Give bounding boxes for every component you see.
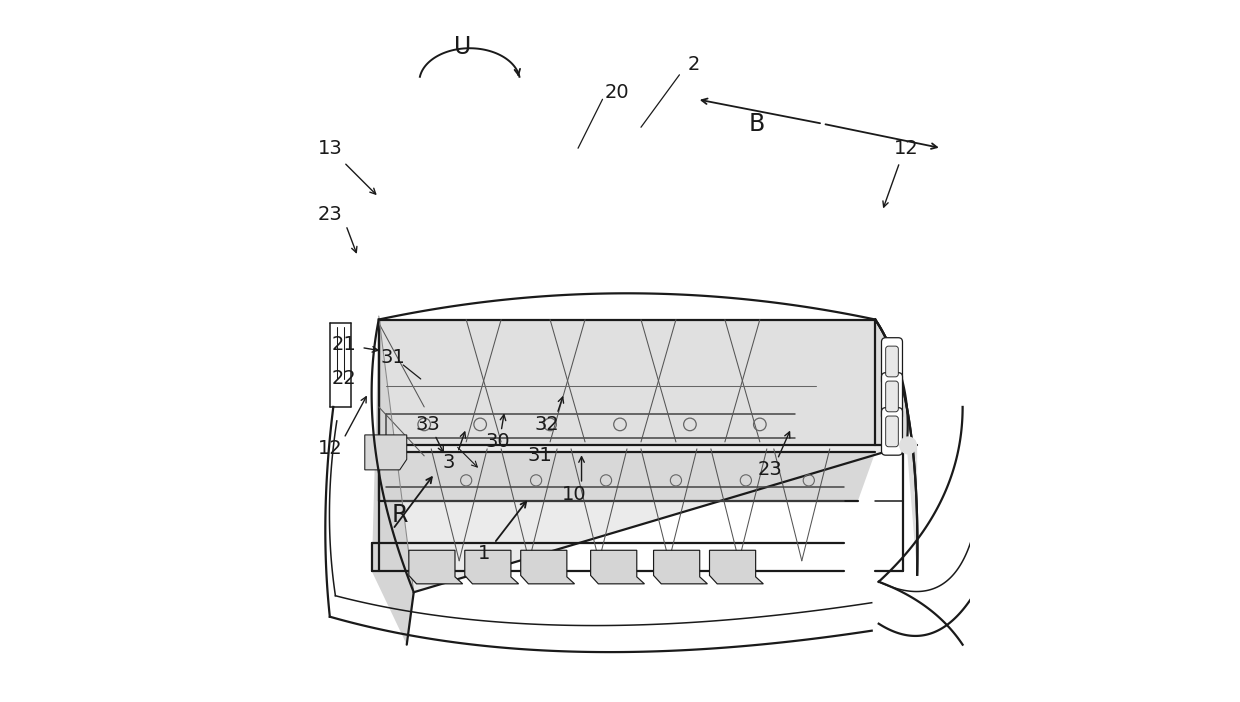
FancyBboxPatch shape [885, 416, 898, 446]
Polygon shape [365, 435, 407, 470]
Polygon shape [653, 550, 707, 584]
Text: 31: 31 [527, 446, 552, 465]
Polygon shape [378, 452, 875, 501]
Text: 13: 13 [317, 139, 342, 158]
Polygon shape [372, 319, 414, 644]
Text: R: R [392, 503, 408, 527]
Polygon shape [709, 550, 764, 584]
Polygon shape [465, 550, 518, 584]
Text: 23: 23 [317, 205, 342, 224]
Text: 21: 21 [331, 335, 356, 354]
Circle shape [900, 437, 916, 453]
FancyBboxPatch shape [882, 373, 903, 420]
Polygon shape [521, 550, 574, 584]
FancyBboxPatch shape [885, 346, 898, 377]
FancyBboxPatch shape [885, 381, 898, 412]
Text: 23: 23 [758, 461, 782, 479]
Text: B: B [748, 112, 765, 135]
Text: 32: 32 [534, 415, 559, 434]
Text: 10: 10 [562, 485, 587, 504]
Text: 12: 12 [894, 139, 919, 158]
Polygon shape [378, 319, 875, 445]
Polygon shape [590, 550, 645, 584]
FancyBboxPatch shape [882, 408, 903, 455]
Polygon shape [409, 550, 463, 584]
Text: 3: 3 [443, 453, 455, 472]
Text: 22: 22 [331, 369, 356, 388]
Polygon shape [378, 319, 906, 592]
Text: 30: 30 [485, 432, 510, 451]
Text: 33: 33 [415, 415, 440, 434]
Text: 20: 20 [604, 83, 629, 102]
Text: 2: 2 [687, 55, 699, 74]
Polygon shape [875, 319, 918, 575]
FancyBboxPatch shape [882, 338, 903, 385]
Text: 12: 12 [317, 439, 342, 458]
Text: 31: 31 [381, 348, 405, 367]
Text: U: U [454, 35, 471, 59]
Text: 1: 1 [477, 544, 490, 563]
